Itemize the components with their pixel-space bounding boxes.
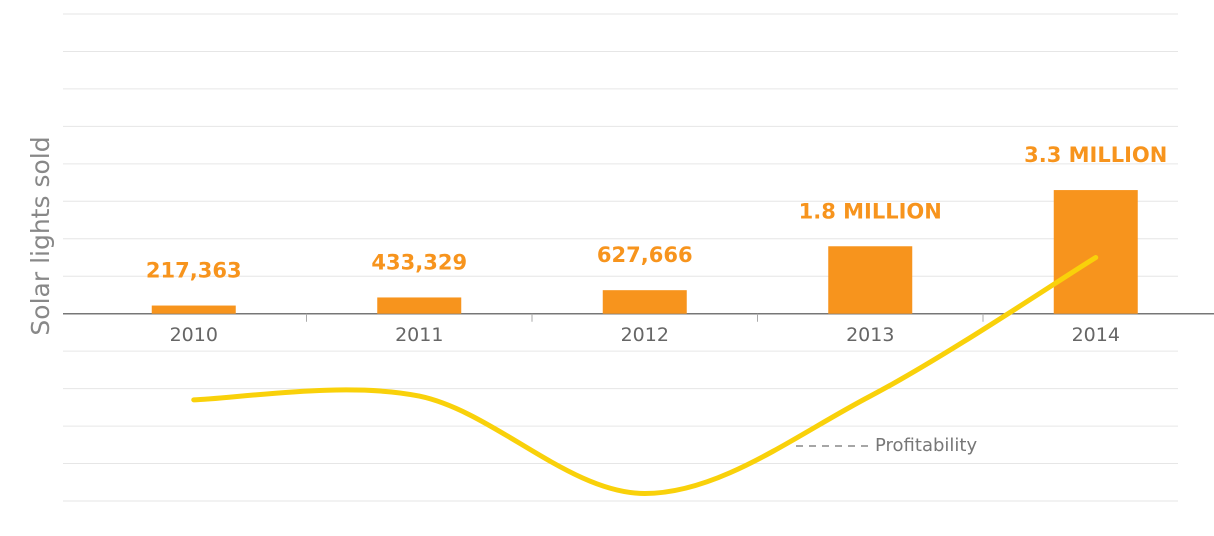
bar — [602, 290, 687, 314]
bar — [151, 305, 236, 314]
x-tick-label: 2014 — [1072, 324, 1120, 346]
legend-label: Profitability — [875, 435, 977, 456]
bar — [1053, 190, 1138, 314]
bar — [377, 297, 462, 314]
value-label: 627,666 — [597, 243, 693, 267]
value-label: 433,329 — [371, 250, 467, 274]
x-tick-label: 2010 — [170, 324, 218, 346]
x-tick-label: 2013 — [846, 324, 894, 346]
x-tick-label: 2012 — [621, 324, 669, 346]
x-tick-label: 2011 — [395, 324, 443, 346]
y-axis-label: Solar lights sold — [26, 136, 55, 335]
value-label: 217,363 — [146, 259, 242, 283]
value-label: 3.3 MILLION — [1024, 143, 1167, 167]
value-label: 1.8 MILLION — [799, 199, 942, 223]
line — [191, 255, 1099, 497]
bar — [828, 246, 913, 314]
